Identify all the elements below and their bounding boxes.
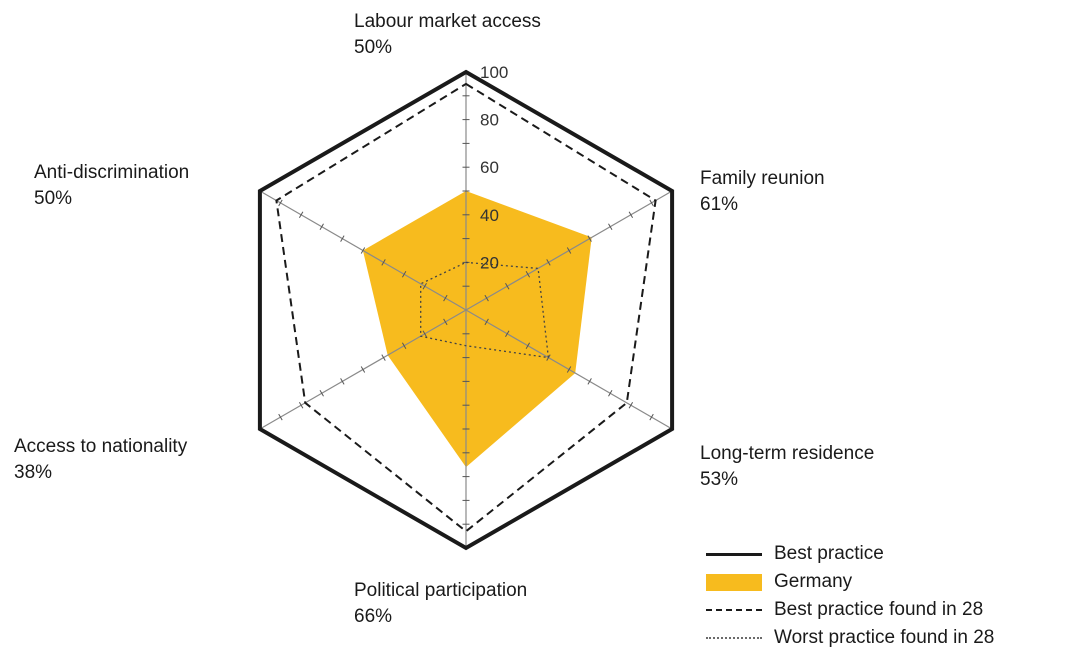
axis-label-access-to-nationality: Access to nationality 38% (14, 434, 187, 486)
legend-item-germany: Germany (706, 568, 994, 596)
axis-name-anti-discrimination: Anti-discrimination (34, 162, 189, 183)
tick-mark-long-term-residence-70 (609, 390, 613, 396)
axis-value-labour-market-access: 50% (354, 35, 541, 61)
legend-swatch-worst-practice-found (706, 628, 762, 648)
tick-label-80: 80 (480, 111, 499, 130)
legend-item-best-practice: Best practice (706, 540, 994, 568)
tick-mark-long-term-residence-60 (588, 378, 592, 384)
axis-name-family-reunion: Family reunion (700, 168, 825, 189)
legend: Best practice Germany Best practice foun… (706, 540, 994, 652)
tick-mark-access-to-nationality-60 (341, 378, 345, 384)
axis-name-long-term-residence: Long-term residence (700, 443, 874, 464)
axis-label-family-reunion: Family reunion 61% (700, 166, 825, 218)
tick-mark-access-to-nationality-40 (382, 355, 386, 361)
tick-mark-access-to-nationality-50 (361, 367, 365, 373)
axis-value-access-to-nationality: 38% (14, 460, 187, 486)
axis-name-labour-market-access: Labour market access (354, 11, 541, 32)
axis-label-anti-discrimination: Anti-discrimination 50% (34, 160, 189, 212)
legend-swatch-best-practice-found (706, 600, 762, 620)
axis-value-anti-discrimination: 50% (34, 186, 189, 212)
legend-swatch-germany (706, 572, 762, 592)
legend-swatch-best-practice (706, 544, 762, 564)
axis-value-family-reunion: 61% (700, 192, 825, 218)
axis-name-political-participation: Political participation (354, 580, 527, 601)
tick-label-40: 40 (480, 206, 499, 225)
axis-name-access-to-nationality: Access to nationality (14, 436, 187, 457)
axis-label-long-term-residence: Long-term residence 53% (700, 441, 874, 493)
axis-value-political-participation: 66% (354, 604, 527, 630)
legend-label-best-practice-found: Best practice found in 28 (774, 599, 983, 621)
tick-mark-anti-discrimination-70 (320, 224, 324, 230)
axis-label-labour-market-access: Labour market access 50% (354, 9, 541, 61)
tick-mark-anti-discrimination-60 (341, 236, 345, 242)
tick-label-60: 60 (480, 158, 499, 177)
tick-label-20: 20 (480, 253, 499, 272)
axis-value-long-term-residence: 53% (700, 467, 874, 493)
tick-mark-access-to-nationality-70 (320, 390, 324, 396)
axis-label-political-participation: Political participation 66% (354, 578, 527, 630)
legend-label-best-practice: Best practice (774, 543, 884, 565)
tick-label-100: 100 (480, 63, 508, 82)
legend-label-germany: Germany (774, 571, 852, 593)
series-area-germany (363, 191, 592, 467)
legend-label-worst-practice-found: Worst practice found in 28 (774, 627, 994, 649)
legend-item-best-practice-found: Best practice found in 28 (706, 596, 994, 624)
tick-mark-family-reunion-70 (609, 224, 613, 230)
